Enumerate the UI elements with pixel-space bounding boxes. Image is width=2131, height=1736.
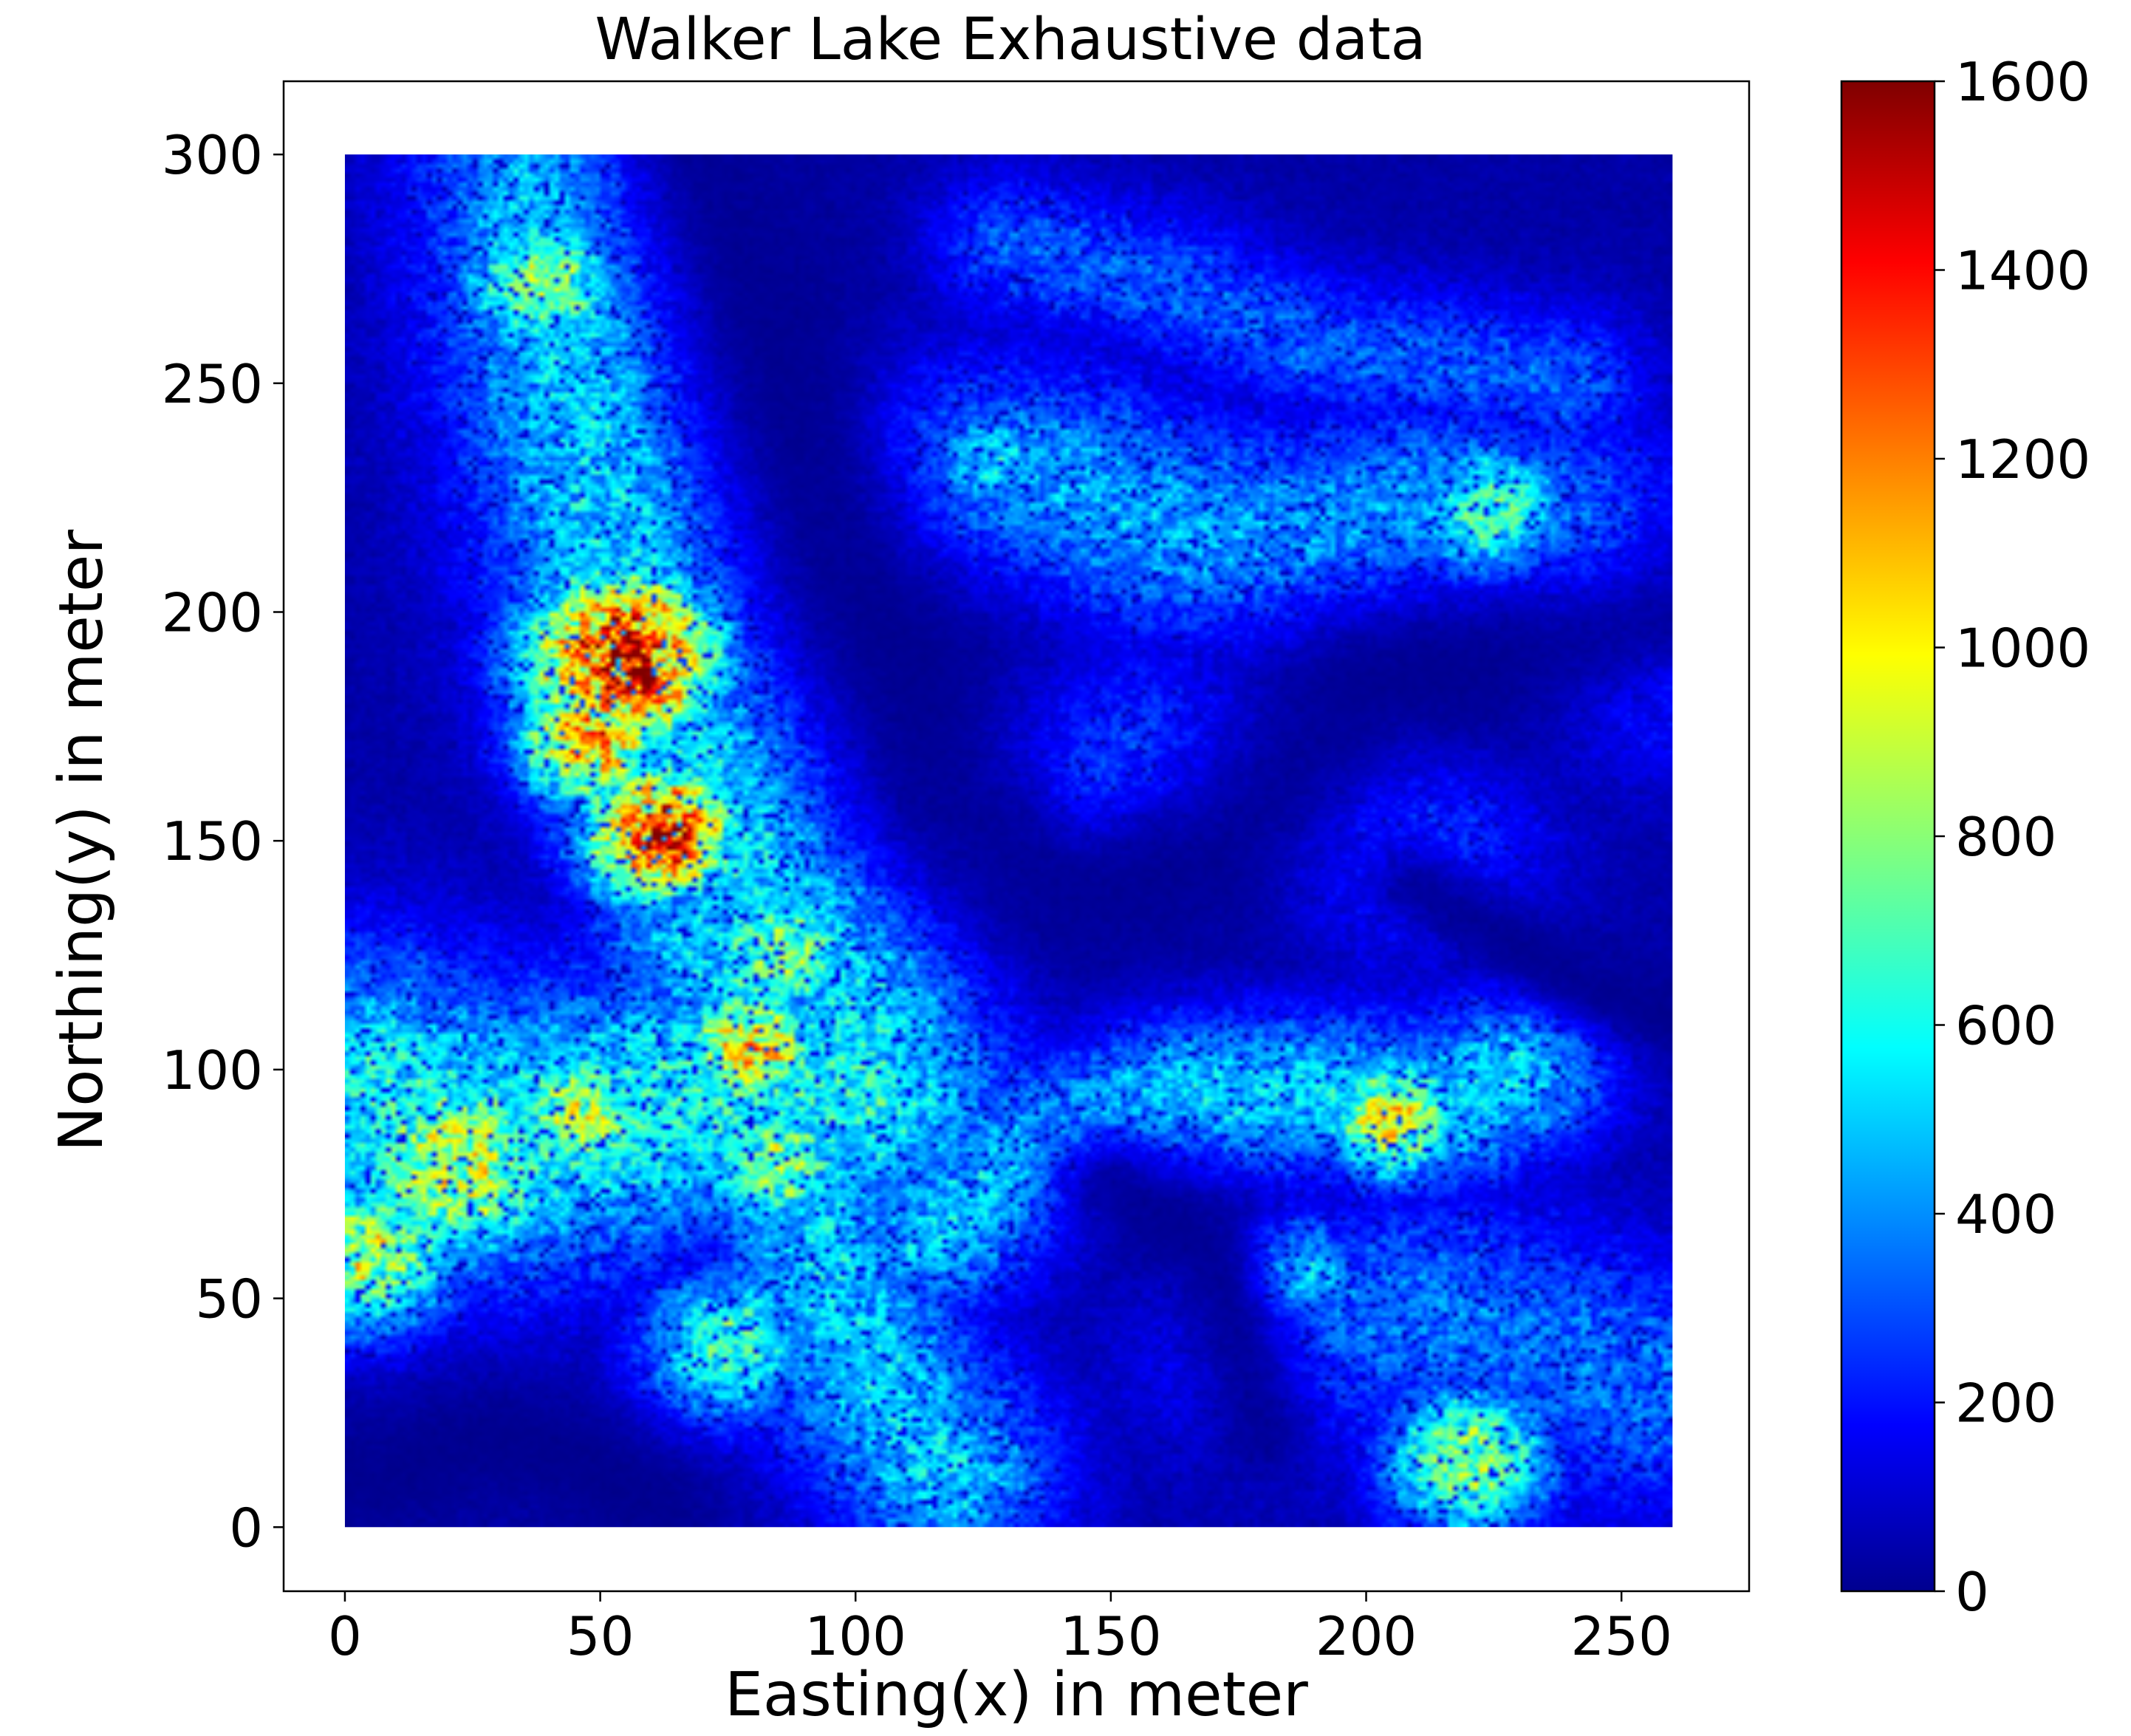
colorbar-ticks: 0 200 400 600 800 1000 1200 1400 1600 bbox=[1935, 51, 2090, 1623]
colorbar-tick-label: 1000 bbox=[1955, 618, 2090, 680]
colorbar-tick-label: 1400 bbox=[1955, 240, 2090, 302]
x-axis-ticks: 0 50 100 150 200 250 bbox=[328, 1591, 1672, 1667]
x-tick-label: 150 bbox=[1060, 1605, 1161, 1667]
colorbar-tick-label: 1200 bbox=[1955, 428, 2090, 491]
x-tick-label: 250 bbox=[1570, 1605, 1672, 1667]
x-tick-label: 50 bbox=[567, 1605, 634, 1667]
y-tick-label: 150 bbox=[162, 810, 263, 872]
y-tick-label: 250 bbox=[162, 353, 263, 415]
plot-frame bbox=[282, 80, 1751, 1593]
chart-title: Walker Lake Exhaustive data bbox=[595, 7, 1426, 73]
heatmap-image bbox=[344, 154, 1673, 1528]
x-tick-label: 0 bbox=[328, 1605, 362, 1667]
colorbar-tick-label: 1600 bbox=[1955, 51, 2090, 113]
y-axis-ticks: 0 50 100 150 200 250 300 bbox=[162, 124, 284, 1559]
colorbar-tick-label: 200 bbox=[1955, 1373, 2056, 1435]
y-axis-label: Northing(y) in meter bbox=[47, 530, 117, 1152]
colorbar-tick-label: 800 bbox=[1955, 806, 2056, 868]
y-tick-label: 200 bbox=[162, 581, 263, 643]
x-axis-label: Easting(x) in meter bbox=[725, 1660, 1308, 1730]
colorbar bbox=[1841, 81, 1935, 1591]
x-tick-label: 100 bbox=[805, 1605, 906, 1667]
y-tick-label: 0 bbox=[229, 1497, 263, 1559]
colorbar-tick-label: 0 bbox=[1955, 1561, 1989, 1623]
y-tick-label: 50 bbox=[195, 1268, 263, 1330]
colorbar-tick-label: 400 bbox=[1955, 1183, 2056, 1245]
y-tick-label: 300 bbox=[162, 124, 263, 186]
colorbar-tick-label: 600 bbox=[1955, 995, 2056, 1057]
y-tick-label: 100 bbox=[162, 1039, 263, 1101]
x-tick-label: 200 bbox=[1316, 1605, 1417, 1667]
